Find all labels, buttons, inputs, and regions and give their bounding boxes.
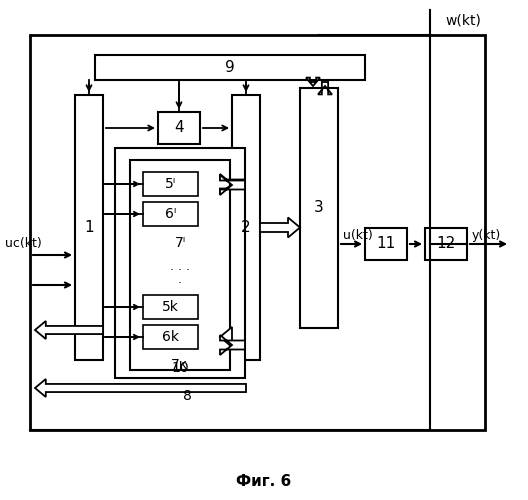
Text: 12: 12 [436,236,456,252]
Bar [425,228,467,260]
Text: Фиг. 6: Фиг. 6 [237,474,291,490]
Text: 11: 11 [376,236,395,252]
Bar [158,112,200,144]
Bar [130,160,230,370]
Text: 1: 1 [84,220,94,235]
Bar [143,202,198,226]
Bar [30,35,485,430]
Bar [115,148,245,378]
Bar [232,95,260,360]
Polygon shape [318,82,332,94]
Polygon shape [35,321,103,339]
Text: 2: 2 [241,220,251,235]
Polygon shape [35,379,246,397]
Polygon shape [220,327,232,347]
Text: 7ᴵ: 7ᴵ [174,236,186,250]
Text: 6ᴵ: 6ᴵ [165,207,176,221]
Polygon shape [260,218,300,238]
Text: y(kt): y(kt) [472,230,501,242]
Bar [300,88,338,328]
Polygon shape [220,175,245,195]
Bar [143,295,198,319]
Text: ·: · [178,278,182,290]
Bar [95,55,365,80]
Bar [365,228,407,260]
Text: 5k: 5k [162,300,179,314]
Text: · · ·: · · · [170,264,190,276]
Polygon shape [306,78,320,86]
Bar [75,95,103,360]
Polygon shape [220,174,245,194]
Text: 9: 9 [225,60,235,75]
Polygon shape [220,335,245,355]
Text: 3: 3 [314,200,324,216]
Text: w(kt): w(kt) [445,13,481,27]
Bar [143,172,198,196]
Text: 4: 4 [174,120,184,136]
Text: 7к: 7к [172,358,188,372]
Text: uс(kt): uс(kt) [5,237,42,250]
Bar [143,325,198,349]
Text: u(kt): u(kt) [343,230,373,242]
Text: 5ᴵ: 5ᴵ [165,177,176,191]
Text: 8: 8 [183,389,192,403]
Text: 6k: 6k [162,330,179,344]
Text: 10: 10 [171,361,189,375]
